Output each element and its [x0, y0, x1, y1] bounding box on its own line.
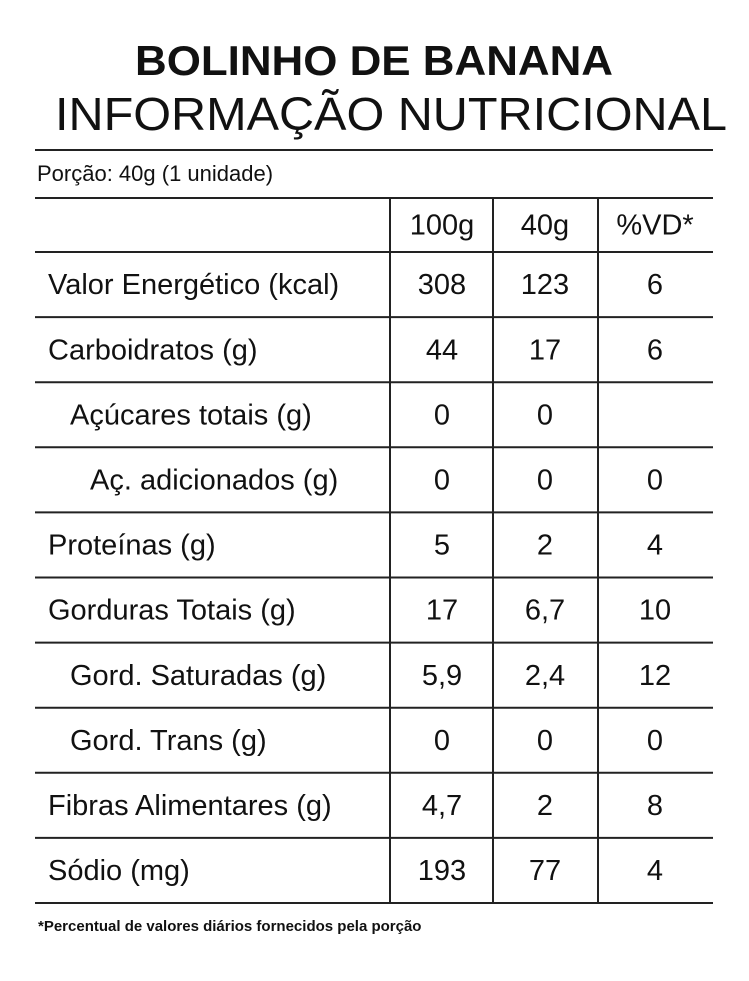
cell-value: 0: [434, 465, 450, 497]
column-header: 100g: [410, 210, 475, 242]
cell-value: 2,4: [525, 660, 565, 692]
cell-value: 44: [426, 334, 458, 366]
row-label: Proteínas (g): [48, 530, 216, 562]
cell-value: 6: [647, 334, 663, 366]
cell-value: 4,7: [422, 790, 462, 822]
cell-value: 2: [537, 530, 553, 562]
row-label: Fibras Alimentares (g): [48, 790, 332, 822]
cell-value: 2: [537, 790, 553, 822]
cell-value: 0: [537, 465, 553, 497]
cell-value: 6: [647, 269, 663, 301]
cell-value: 0: [647, 465, 663, 497]
cell-value: 4: [647, 530, 663, 562]
cell-value: 308: [418, 269, 466, 301]
cell-value: 5,9: [422, 660, 462, 692]
cell-value: 0: [434, 725, 450, 757]
portion: Porção: 40g (1 unidade): [37, 161, 273, 186]
title: BOLINHO DE BANANA: [135, 37, 613, 84]
cell-value: 17: [426, 595, 458, 627]
column-header: %VD*: [616, 210, 693, 242]
row-label: Gorduras Totais (g): [48, 595, 296, 627]
cell-value: 0: [647, 725, 663, 757]
cell-value: 77: [529, 855, 561, 887]
cell-value: 0: [434, 399, 450, 431]
cell-value: 5: [434, 530, 450, 562]
cell-value: 123: [521, 269, 569, 301]
cell-value: 8: [647, 790, 663, 822]
subtitle: INFORMAÇÃO NUTRICIONAL: [55, 88, 727, 140]
cell-value: 6,7: [525, 595, 565, 627]
cell-value: 193: [418, 855, 466, 887]
cell-value: 17: [529, 334, 561, 366]
cell-value: 0: [537, 725, 553, 757]
cell-value: 4: [647, 855, 663, 887]
row-label: Sódio (mg): [48, 855, 190, 887]
column-header: 40g: [521, 210, 569, 242]
footnote: *Percentual de valores diários fornecido…: [38, 918, 421, 935]
row-label: Carboidratos (g): [48, 334, 258, 366]
row-label: Gord. Saturadas (g): [70, 660, 326, 692]
cell-value: 12: [639, 660, 671, 692]
cell-value: 0: [537, 399, 553, 431]
row-label: Gord. Trans (g): [70, 725, 267, 757]
row-label: Açúcares totais (g): [70, 399, 312, 431]
row-label: Aç. adicionados (g): [90, 465, 338, 497]
row-label: Valor Energético (kcal): [48, 269, 339, 301]
cell-value: 10: [639, 595, 671, 627]
